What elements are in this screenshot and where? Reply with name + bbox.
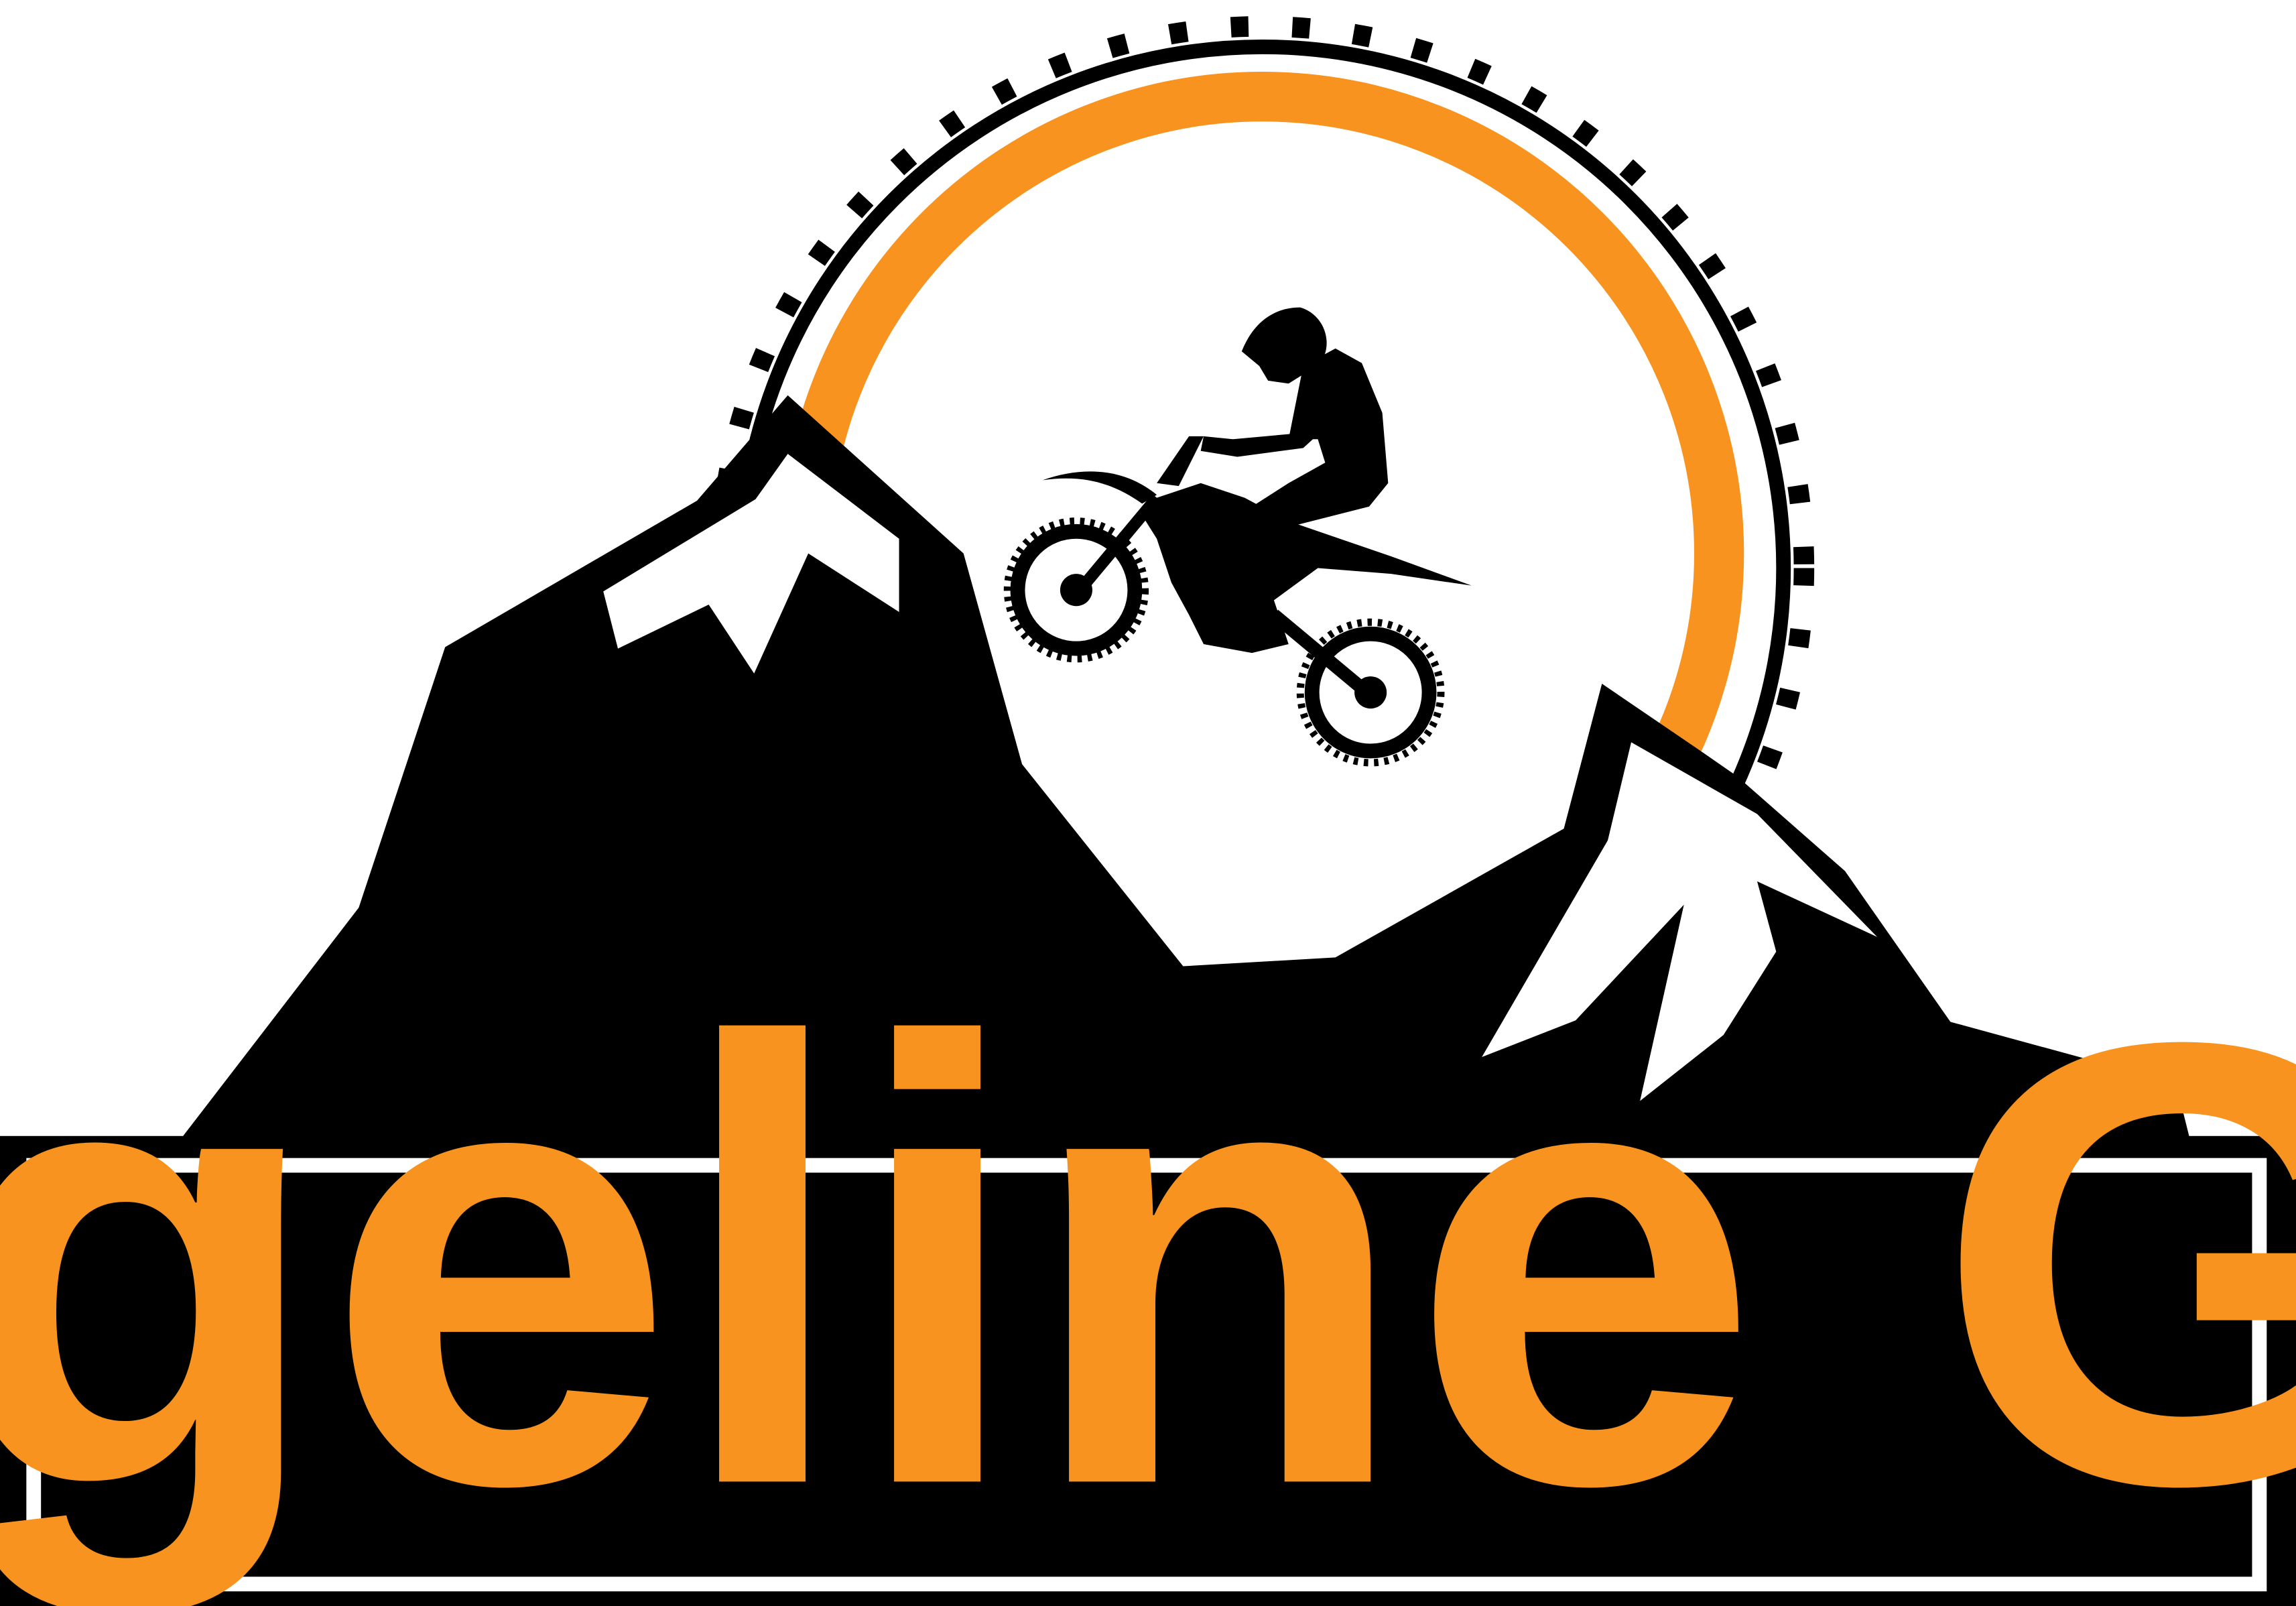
dirt-bike-rider-icon — [1003, 307, 1472, 767]
brand-name: Ridgeline Gear — [0, 913, 2296, 1606]
name-banner — [0, 1135, 2296, 1606]
